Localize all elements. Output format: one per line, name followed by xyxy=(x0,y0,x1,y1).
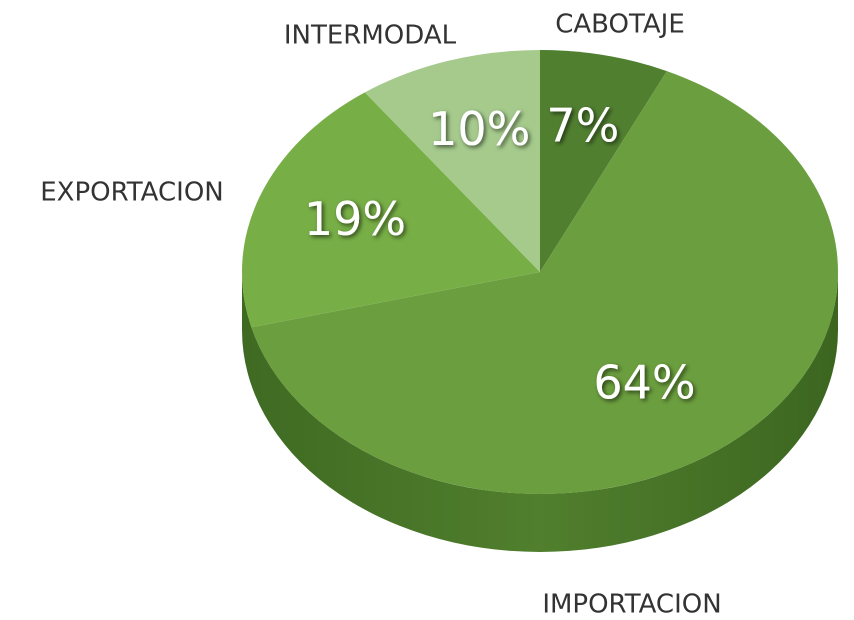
pie-slice xyxy=(251,71,839,495)
slice-category-label: CABOTAJE xyxy=(555,10,685,40)
pie-side xyxy=(242,272,838,552)
pie-slice xyxy=(242,92,540,328)
slice-value-label: 64% xyxy=(593,356,695,410)
slice-value-label: 19% xyxy=(304,192,406,246)
pie-slice xyxy=(540,50,667,272)
slice-value-label: 7% xyxy=(546,99,619,153)
slice-value-label: 10% xyxy=(428,102,530,156)
slice-category-label: EXPORTACION xyxy=(40,178,224,208)
slice-category-label: INTERMODAL xyxy=(284,21,457,51)
pie-slice xyxy=(364,50,540,272)
slice-category-label: IMPORTACION xyxy=(542,590,721,620)
